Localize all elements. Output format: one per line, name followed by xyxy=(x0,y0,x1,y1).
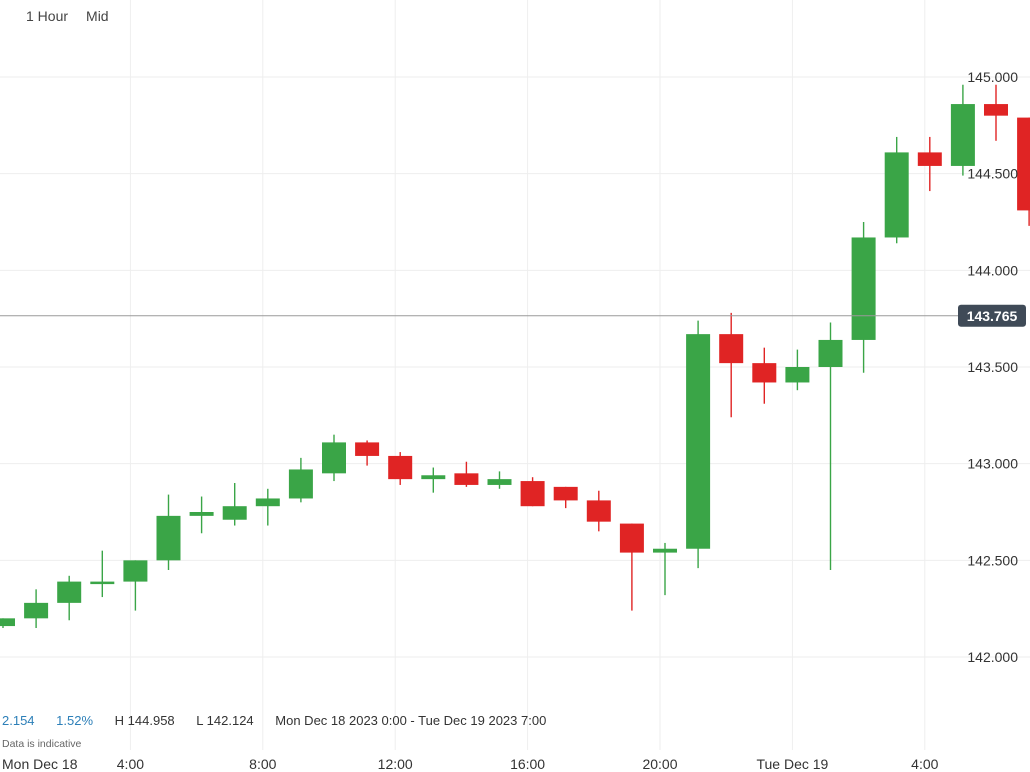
candle-body xyxy=(917,152,942,166)
candle[interactable] xyxy=(884,136,909,244)
candle[interactable] xyxy=(851,222,876,373)
candle-body xyxy=(818,339,843,367)
data-indicative-note: Data is indicative xyxy=(2,738,82,750)
candle[interactable] xyxy=(686,320,711,569)
candle[interactable] xyxy=(322,434,346,482)
candle[interactable] xyxy=(917,136,942,192)
candle[interactable] xyxy=(222,483,247,526)
y-tick-label: 143.000 xyxy=(967,456,1018,472)
date-range: Mon Dec 18 2023 0:00 - Tue Dec 19 2023 7… xyxy=(275,713,547,728)
x-tick-label: 8:00 xyxy=(249,756,276,772)
current-price-badge xyxy=(958,304,1026,327)
candle[interactable] xyxy=(586,490,611,532)
candle[interactable] xyxy=(388,452,413,485)
candle-body xyxy=(255,498,280,507)
high-value: H 144.958 xyxy=(114,713,175,728)
candle-body xyxy=(752,363,777,383)
x-tick-label: 20:00 xyxy=(642,756,677,772)
candle[interactable] xyxy=(653,542,677,596)
candle[interactable] xyxy=(189,496,214,534)
x-tick-label: Tue Dec 19 xyxy=(756,756,828,772)
candle-body xyxy=(421,475,446,480)
y-tick-label: 142.000 xyxy=(967,649,1018,665)
current-price-marker: 143.765 xyxy=(0,304,1026,327)
y-tick-label: 144.500 xyxy=(967,166,1018,182)
candle[interactable] xyxy=(818,322,843,570)
interval-selector[interactable]: 1 Hour xyxy=(26,8,69,24)
candle[interactable] xyxy=(619,523,644,611)
candle-body xyxy=(0,618,15,627)
candle-body xyxy=(222,506,247,520)
candle-body xyxy=(950,104,975,166)
candle-body xyxy=(1017,117,1030,211)
candle-body xyxy=(156,515,181,561)
y-axis: 142.000 142.500 143.000 143.500 144.000 144.5… xyxy=(967,69,1018,665)
y-tick-label: 145.000 xyxy=(967,69,1018,85)
candle-body xyxy=(454,473,479,485)
candle[interactable] xyxy=(255,488,280,526)
candle-body xyxy=(653,548,677,553)
candle[interactable] xyxy=(454,461,479,487)
x-axis: Mon Dec 18 4:00 8:00 12:00 16:00 20:00 Tue Dec… xyxy=(2,756,939,772)
candle[interactable] xyxy=(984,84,1008,141)
candle-body xyxy=(24,602,49,619)
x-tick-label: Mon Dec 18 xyxy=(2,756,78,772)
candle-body xyxy=(57,581,82,603)
candle-body xyxy=(785,367,810,383)
grid-lines xyxy=(0,0,1030,750)
candle-body xyxy=(355,442,380,456)
candle-body xyxy=(851,237,876,340)
candles xyxy=(0,84,1030,628)
x-tick-label: 4:00 xyxy=(911,756,938,772)
candle-body xyxy=(686,334,711,549)
candle[interactable] xyxy=(24,589,49,628)
candle[interactable] xyxy=(90,550,115,598)
candle-body xyxy=(487,479,512,485)
change-percent: 1.52% xyxy=(56,713,94,728)
candle-body xyxy=(984,104,1008,116)
candle-body xyxy=(123,560,148,582)
candle[interactable] xyxy=(950,84,975,176)
candle[interactable] xyxy=(156,494,181,570)
x-tick-label: 16:00 xyxy=(510,756,545,772)
change-value: 2.154 xyxy=(2,713,35,728)
y-tick-label: 142.500 xyxy=(967,552,1018,568)
candle-body xyxy=(619,523,644,553)
candle[interactable] xyxy=(719,312,744,418)
candle-body xyxy=(288,469,313,499)
candle[interactable] xyxy=(752,347,777,404)
chart-toolbar: 1 Hour Mid xyxy=(26,8,109,24)
candle[interactable] xyxy=(123,560,148,611)
y-tick-label: 143.500 xyxy=(967,359,1018,375)
candle-body xyxy=(884,152,909,238)
candle[interactable] xyxy=(553,486,578,509)
x-tick-label: 12:00 xyxy=(378,756,413,772)
candle-body xyxy=(586,500,611,522)
candle[interactable] xyxy=(0,618,15,628)
price-stats: 2.154 1.52% H 144.958 L 142.124 Mon Dec … xyxy=(2,713,546,728)
candle-body xyxy=(520,481,545,507)
candle[interactable] xyxy=(487,471,512,489)
candle-body xyxy=(90,581,115,585)
candle[interactable] xyxy=(1017,117,1030,226)
low-value: L 142.124 xyxy=(196,713,254,728)
x-tick-label: 4:00 xyxy=(117,756,144,772)
candle[interactable] xyxy=(421,467,446,493)
candle[interactable] xyxy=(355,440,380,466)
candle[interactable] xyxy=(520,477,545,507)
y-tick-label: 144.000 xyxy=(967,262,1018,278)
candle[interactable] xyxy=(57,575,82,621)
candle-body xyxy=(719,334,744,364)
candle[interactable] xyxy=(288,457,313,503)
candle-body xyxy=(322,442,346,474)
candle-body xyxy=(388,455,413,480)
current-price-label: 143.765 xyxy=(967,308,1018,324)
price-type-selector[interactable]: Mid xyxy=(86,8,109,24)
candle[interactable] xyxy=(785,349,810,391)
candle-body xyxy=(189,512,214,516)
candle-body xyxy=(553,486,578,501)
